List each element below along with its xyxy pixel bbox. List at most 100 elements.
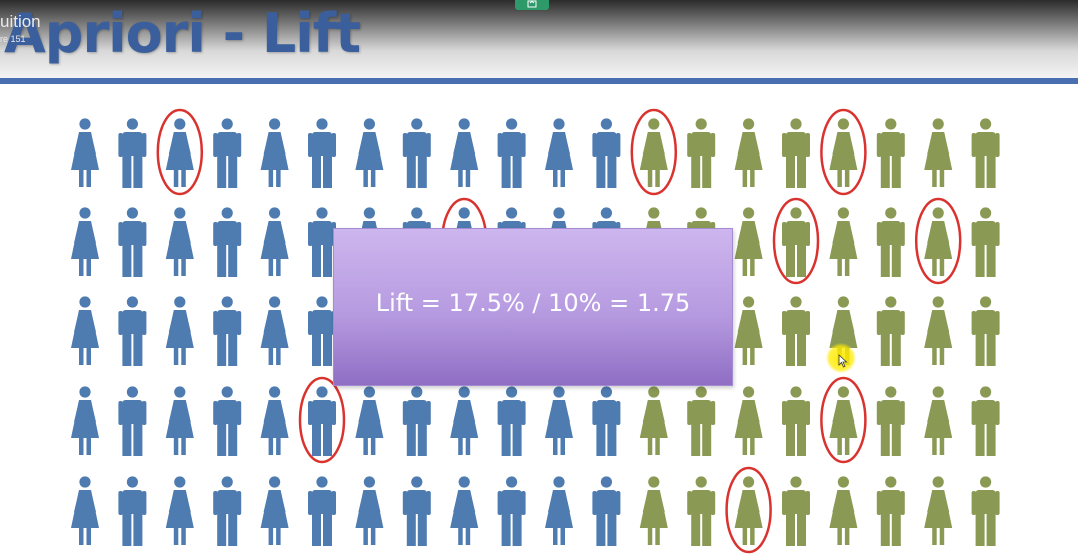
male-person-icon [402, 386, 431, 456]
female-person-icon [829, 386, 858, 455]
male-person-icon [687, 118, 716, 188]
female-person-icon [165, 386, 194, 455]
male-person-icon [782, 296, 810, 366]
male-person-icon [402, 476, 431, 546]
female-person-icon [924, 118, 953, 187]
female-person-icon [71, 476, 99, 545]
female-person-icon [924, 207, 953, 276]
male-person-icon [213, 386, 242, 456]
male-person-icon [971, 386, 1000, 456]
male-person-icon [592, 118, 621, 188]
highlight-circle [820, 108, 867, 196]
screen-share-icon [527, 0, 537, 8]
male-person-icon [213, 118, 242, 188]
highlight-circle [725, 466, 772, 554]
male-person-icon [876, 386, 905, 456]
highlight-circle [820, 376, 867, 464]
female-person-icon [260, 118, 289, 187]
slide-header: Apriori - Lift uition re 151 [0, 0, 1078, 78]
female-person-icon [450, 386, 479, 455]
female-person-icon [355, 118, 384, 187]
female-person-icon [639, 476, 668, 545]
male-person-icon [497, 386, 526, 456]
male-person-icon [118, 386, 147, 456]
female-person-icon [260, 207, 289, 276]
male-person-icon [213, 207, 242, 277]
female-person-icon [260, 386, 289, 455]
male-person-icon [592, 386, 621, 456]
male-person-icon [782, 118, 810, 188]
male-person-icon [876, 118, 905, 188]
male-person-icon [308, 207, 336, 277]
male-person-icon [971, 118, 1000, 188]
male-person-icon [118, 476, 147, 546]
male-person-icon [118, 296, 147, 366]
male-person-icon [782, 476, 810, 546]
male-person-icon [308, 386, 336, 456]
video-overlay-subtitle: re 151 [0, 34, 26, 44]
highlight-circle [772, 197, 820, 285]
female-person-icon [829, 207, 858, 276]
female-person-icon [450, 118, 479, 187]
female-person-icon [639, 386, 668, 455]
female-person-icon [260, 476, 289, 545]
male-person-icon [308, 118, 336, 188]
female-person-icon [71, 296, 99, 365]
female-person-icon [734, 386, 763, 455]
female-person-icon [165, 296, 194, 365]
screen-share-button[interactable] [515, 0, 549, 10]
male-person-icon [971, 476, 1000, 546]
lift-formula: Lift = 17.5% / 10% = 1.75 [375, 289, 691, 317]
female-person-icon [734, 207, 763, 276]
slide-title: Apriori - Lift [4, 2, 361, 65]
lift-callout-box: Lift = 17.5% / 10% = 1.75 [333, 228, 733, 386]
female-person-icon [71, 386, 99, 455]
male-person-icon [782, 207, 810, 277]
female-person-icon [545, 476, 573, 545]
female-person-icon [355, 386, 384, 455]
male-person-icon [971, 207, 1000, 277]
mouse-cursor-icon [838, 354, 848, 368]
female-person-icon [734, 118, 763, 187]
female-person-icon [829, 118, 858, 187]
female-person-icon [71, 118, 99, 187]
female-person-icon [260, 296, 289, 365]
female-person-icon [734, 476, 763, 545]
male-person-icon [118, 207, 147, 277]
female-person-icon [450, 476, 479, 545]
female-person-icon [924, 296, 953, 365]
male-person-icon [592, 476, 621, 546]
male-person-icon [876, 476, 905, 546]
male-person-icon [782, 386, 810, 456]
male-person-icon [497, 476, 526, 546]
female-person-icon [924, 386, 953, 455]
male-person-icon [308, 296, 336, 366]
highlight-circle [630, 108, 678, 196]
female-person-icon [545, 386, 573, 455]
male-person-icon [687, 476, 716, 546]
female-person-icon [924, 476, 953, 545]
female-person-icon [165, 476, 194, 545]
female-person-icon [829, 476, 858, 545]
female-person-icon [639, 118, 668, 187]
male-person-icon [308, 476, 336, 546]
male-person-icon [876, 207, 905, 277]
header-rule [0, 78, 1078, 84]
video-overlay-title: uition [0, 12, 41, 31]
female-person-icon [734, 296, 763, 365]
female-person-icon [165, 118, 194, 187]
female-person-icon [71, 207, 99, 276]
female-person-icon [165, 207, 194, 276]
male-person-icon [687, 386, 716, 456]
highlight-circle [914, 197, 962, 285]
male-person-icon [213, 476, 242, 546]
highlight-circle [156, 108, 204, 196]
highlight-circle [298, 376, 346, 464]
male-person-icon [971, 296, 1000, 366]
female-person-icon [545, 118, 573, 187]
male-person-icon [213, 296, 242, 366]
male-person-icon [876, 296, 905, 366]
female-person-icon [355, 476, 384, 545]
male-person-icon [402, 118, 431, 188]
male-person-icon [497, 118, 526, 188]
